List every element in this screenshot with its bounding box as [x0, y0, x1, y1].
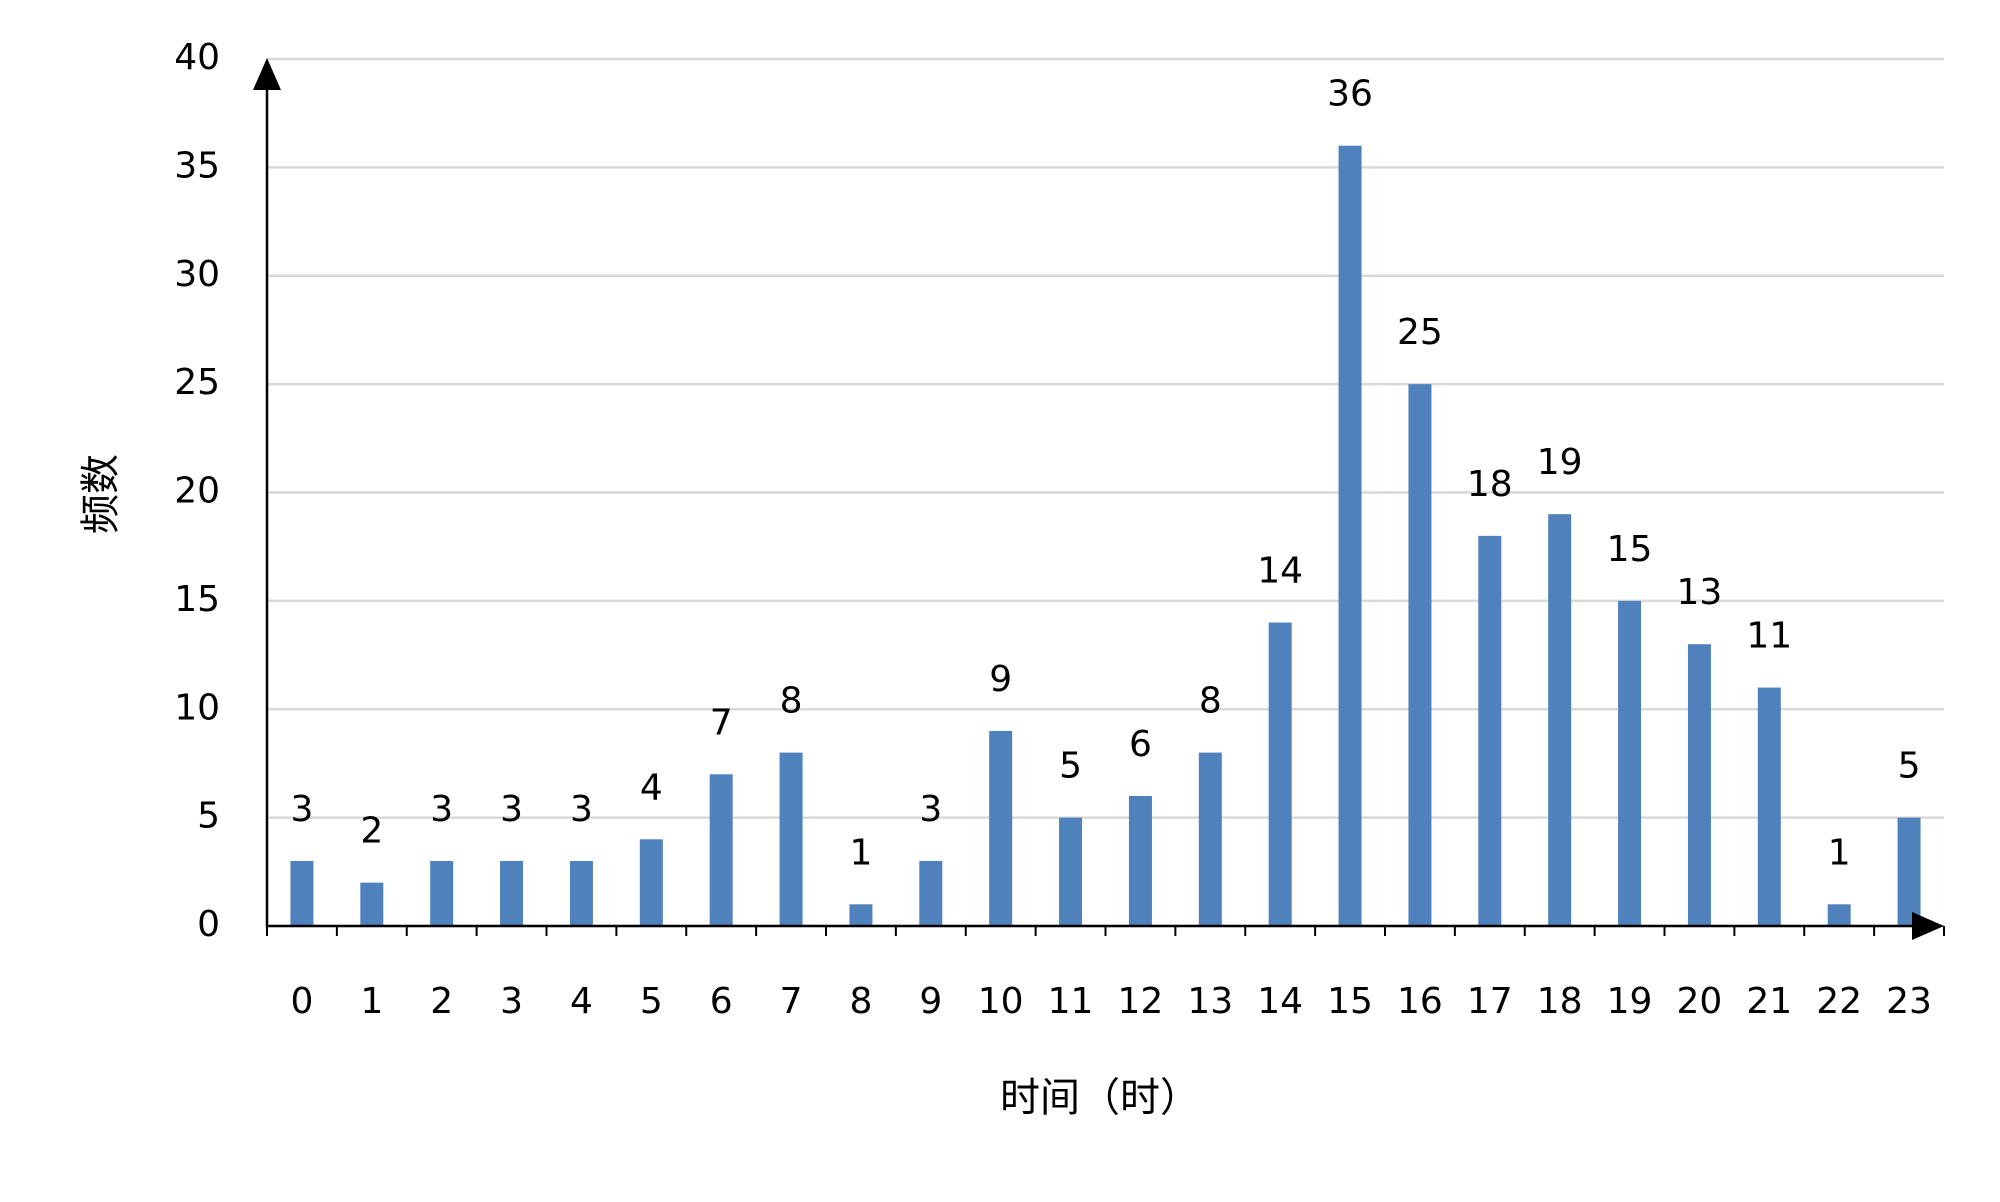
- x-tick-label: 21: [1746, 981, 1792, 1022]
- x-tick-label: 6: [710, 981, 733, 1022]
- data-label: 18: [1467, 464, 1513, 505]
- x-tick-label: 15: [1327, 981, 1373, 1022]
- x-tick-label: 5: [640, 981, 663, 1022]
- grid: [267, 57, 1944, 928]
- x-tick-label: 19: [1607, 981, 1653, 1022]
- bar: [1128, 795, 1152, 926]
- bar: [1618, 600, 1642, 926]
- data-label: 11: [1746, 616, 1792, 657]
- x-tick-label: 20: [1677, 981, 1723, 1022]
- x-tick-label: 11: [1048, 981, 1094, 1022]
- data-label: 7: [710, 702, 733, 743]
- x-tick-label: 23: [1886, 981, 1932, 1022]
- x-tick-label: 8: [849, 981, 872, 1022]
- bar: [639, 839, 663, 926]
- data-label: 2: [360, 811, 383, 852]
- data-label: 3: [430, 789, 453, 830]
- x-tick-label: 22: [1816, 981, 1862, 1022]
- bar: [1059, 817, 1083, 926]
- bars: [290, 145, 1921, 926]
- bar: [360, 882, 384, 926]
- bar: [919, 860, 943, 926]
- x-tick-label: 4: [570, 981, 593, 1022]
- x-axis-title: 时间（时）: [1000, 1075, 1200, 1121]
- data-label: 3: [570, 789, 593, 830]
- bar: [1548, 514, 1572, 926]
- y-tick-label: 15: [174, 579, 220, 620]
- y-tick-label: 35: [174, 145, 220, 186]
- data-label: 5: [1059, 746, 1082, 787]
- data-label: 1: [849, 832, 872, 873]
- data-label: 14: [1257, 551, 1303, 592]
- data-label: 19: [1537, 442, 1583, 483]
- x-tick-label: 10: [978, 981, 1024, 1022]
- x-tick-label: 2: [430, 981, 453, 1022]
- data-label: 8: [1199, 681, 1222, 722]
- x-tick-label: 16: [1397, 981, 1443, 1022]
- bar: [989, 730, 1013, 926]
- y-tick-label: 30: [174, 254, 220, 295]
- bar: [1408, 384, 1432, 926]
- data-label: 3: [500, 789, 523, 830]
- data-label: 3: [290, 789, 313, 830]
- y-axis-title: 频数: [78, 454, 124, 534]
- data-label: 13: [1677, 572, 1723, 613]
- x-tick-label: 18: [1537, 981, 1583, 1022]
- x-tick-label: 14: [1257, 981, 1303, 1022]
- data-label: 9: [989, 659, 1012, 700]
- y-tick-label: 20: [174, 471, 220, 512]
- bar: [1897, 817, 1921, 926]
- x-tick-label: 3: [500, 981, 523, 1022]
- bar: [849, 904, 873, 926]
- data-label: 36: [1327, 74, 1373, 115]
- x-tick-label: 7: [780, 981, 803, 1022]
- data-label: 3: [919, 789, 942, 830]
- data-label: 8: [780, 681, 803, 722]
- x-tick-label: 13: [1187, 981, 1233, 1022]
- x-tick-label: 0: [290, 981, 313, 1022]
- bar: [1687, 644, 1711, 926]
- bar: [500, 860, 524, 926]
- data-label: 15: [1607, 529, 1653, 570]
- data-label: 4: [640, 767, 663, 808]
- bar: [1198, 752, 1222, 926]
- data-label: 1: [1828, 832, 1851, 873]
- data-label: 25: [1397, 312, 1443, 353]
- bar: [1268, 622, 1292, 926]
- y-tick-label: 40: [174, 37, 220, 78]
- bar: [430, 860, 454, 926]
- y-tick-label: 5: [197, 796, 220, 837]
- y-tick-label: 25: [174, 362, 220, 403]
- x-tick-label: 17: [1467, 981, 1513, 1022]
- x-tick-label: 12: [1118, 981, 1164, 1022]
- x-axis-arrow: [1912, 912, 1944, 940]
- data-label: 6: [1129, 724, 1152, 765]
- data-label: 5: [1898, 746, 1921, 787]
- bar: [569, 860, 593, 926]
- bar: [1757, 687, 1781, 926]
- bar: [1478, 535, 1502, 926]
- bar: [1827, 904, 1851, 926]
- bar: [779, 752, 803, 926]
- bar: [290, 860, 314, 926]
- x-tick-label: 1: [360, 981, 383, 1022]
- y-axis-arrow: [253, 58, 281, 90]
- bar: [1338, 145, 1362, 926]
- y-tick-label: 0: [197, 904, 220, 945]
- x-tick-label: 9: [919, 981, 942, 1022]
- y-tick-label: 10: [174, 687, 220, 728]
- bar: [709, 774, 733, 926]
